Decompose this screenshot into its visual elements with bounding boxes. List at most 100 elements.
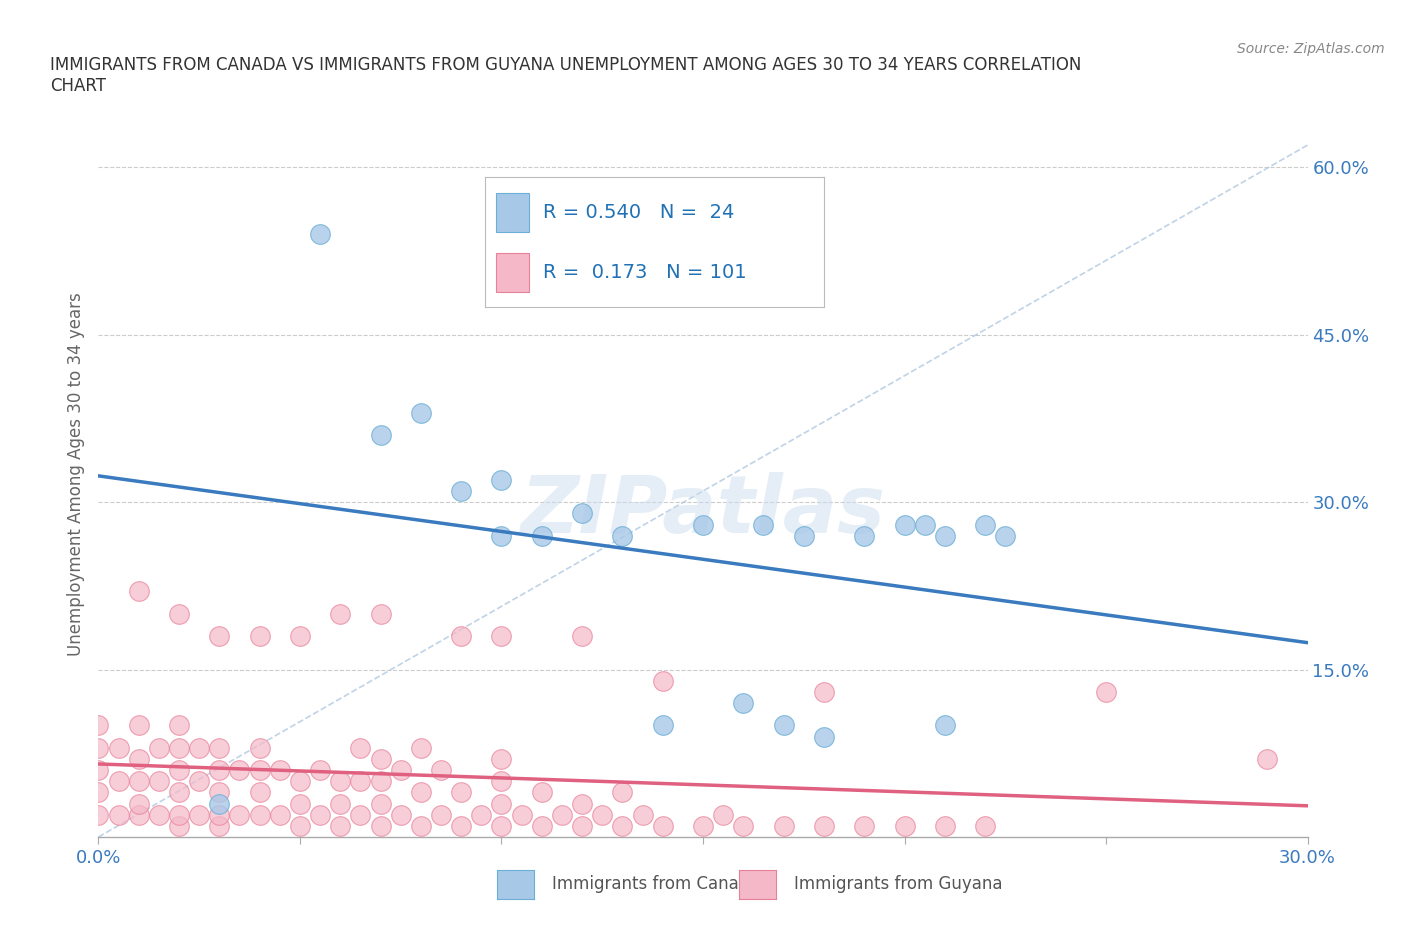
Point — [491, 774, 513, 789]
Point — [853, 818, 876, 833]
Point — [188, 807, 211, 822]
Point — [813, 729, 835, 744]
Point — [288, 629, 311, 644]
Point — [752, 517, 775, 532]
Point — [934, 818, 956, 833]
Point — [107, 807, 129, 822]
Point — [208, 763, 231, 777]
Point — [571, 818, 593, 833]
Point — [167, 763, 190, 777]
Point — [188, 774, 211, 789]
Point — [450, 629, 472, 644]
Point — [409, 740, 432, 755]
Point — [370, 774, 392, 789]
Point — [269, 763, 291, 777]
Point — [430, 807, 453, 822]
Point — [974, 517, 997, 532]
Point — [148, 740, 170, 755]
Point — [309, 763, 332, 777]
Point — [167, 785, 190, 800]
Point — [793, 528, 815, 543]
Text: IMMIGRANTS FROM CANADA VS IMMIGRANTS FROM GUYANA UNEMPLOYMENT AMONG AGES 30 TO 3: IMMIGRANTS FROM CANADA VS IMMIGRANTS FRO… — [51, 56, 1081, 95]
Point — [974, 818, 997, 833]
Point — [87, 740, 110, 755]
Point — [934, 528, 956, 543]
Point — [249, 629, 271, 644]
Point — [631, 807, 654, 822]
Point — [470, 807, 492, 822]
Point — [1095, 684, 1118, 699]
Point — [370, 428, 392, 443]
Point — [329, 796, 352, 811]
Point — [571, 796, 593, 811]
Point — [692, 517, 714, 532]
Point — [934, 718, 956, 733]
Point — [188, 740, 211, 755]
Point — [813, 684, 835, 699]
Point — [692, 818, 714, 833]
Point — [288, 818, 311, 833]
Point — [249, 740, 271, 755]
Point — [167, 606, 190, 621]
Point — [491, 528, 513, 543]
Point — [733, 696, 755, 711]
Point — [450, 818, 472, 833]
Point — [329, 606, 352, 621]
Point — [208, 785, 231, 800]
Point — [994, 528, 1017, 543]
Point — [389, 807, 412, 822]
Point — [409, 405, 432, 420]
Point — [914, 517, 936, 532]
Point — [288, 796, 311, 811]
Point — [128, 718, 150, 733]
Point — [612, 785, 634, 800]
Point — [389, 763, 412, 777]
Point — [651, 718, 673, 733]
Point — [612, 818, 634, 833]
Point — [370, 606, 392, 621]
Point — [87, 718, 110, 733]
Point — [430, 763, 453, 777]
Point — [249, 785, 271, 800]
Point — [128, 584, 150, 599]
Point — [148, 807, 170, 822]
Point — [87, 785, 110, 800]
Point — [491, 629, 513, 644]
Point — [349, 740, 371, 755]
Point — [491, 796, 513, 811]
Point — [107, 740, 129, 755]
Point — [450, 484, 472, 498]
Point — [167, 807, 190, 822]
Text: Immigrants from Canada: Immigrants from Canada — [551, 875, 759, 893]
Text: Source: ZipAtlas.com: Source: ZipAtlas.com — [1237, 42, 1385, 56]
Point — [269, 807, 291, 822]
Point — [349, 807, 371, 822]
Point — [491, 472, 513, 487]
Point — [510, 807, 533, 822]
Point — [128, 807, 150, 822]
Point — [107, 774, 129, 789]
Point — [491, 751, 513, 766]
Point — [571, 506, 593, 521]
Point — [128, 774, 150, 789]
Point — [208, 740, 231, 755]
Point — [309, 807, 332, 822]
Point — [733, 818, 755, 833]
Point — [128, 751, 150, 766]
Point — [853, 528, 876, 543]
Point — [772, 718, 794, 733]
Point — [87, 807, 110, 822]
Y-axis label: Unemployment Among Ages 30 to 34 years: Unemployment Among Ages 30 to 34 years — [66, 292, 84, 657]
Point — [530, 528, 553, 543]
Point — [772, 818, 794, 833]
Point — [128, 796, 150, 811]
Point — [893, 818, 915, 833]
Point — [329, 774, 352, 789]
Point — [530, 818, 553, 833]
Point — [409, 785, 432, 800]
Point — [551, 807, 574, 822]
Point — [249, 763, 271, 777]
Point — [228, 763, 250, 777]
Point — [612, 528, 634, 543]
Text: Immigrants from Guyana: Immigrants from Guyana — [793, 875, 1002, 893]
